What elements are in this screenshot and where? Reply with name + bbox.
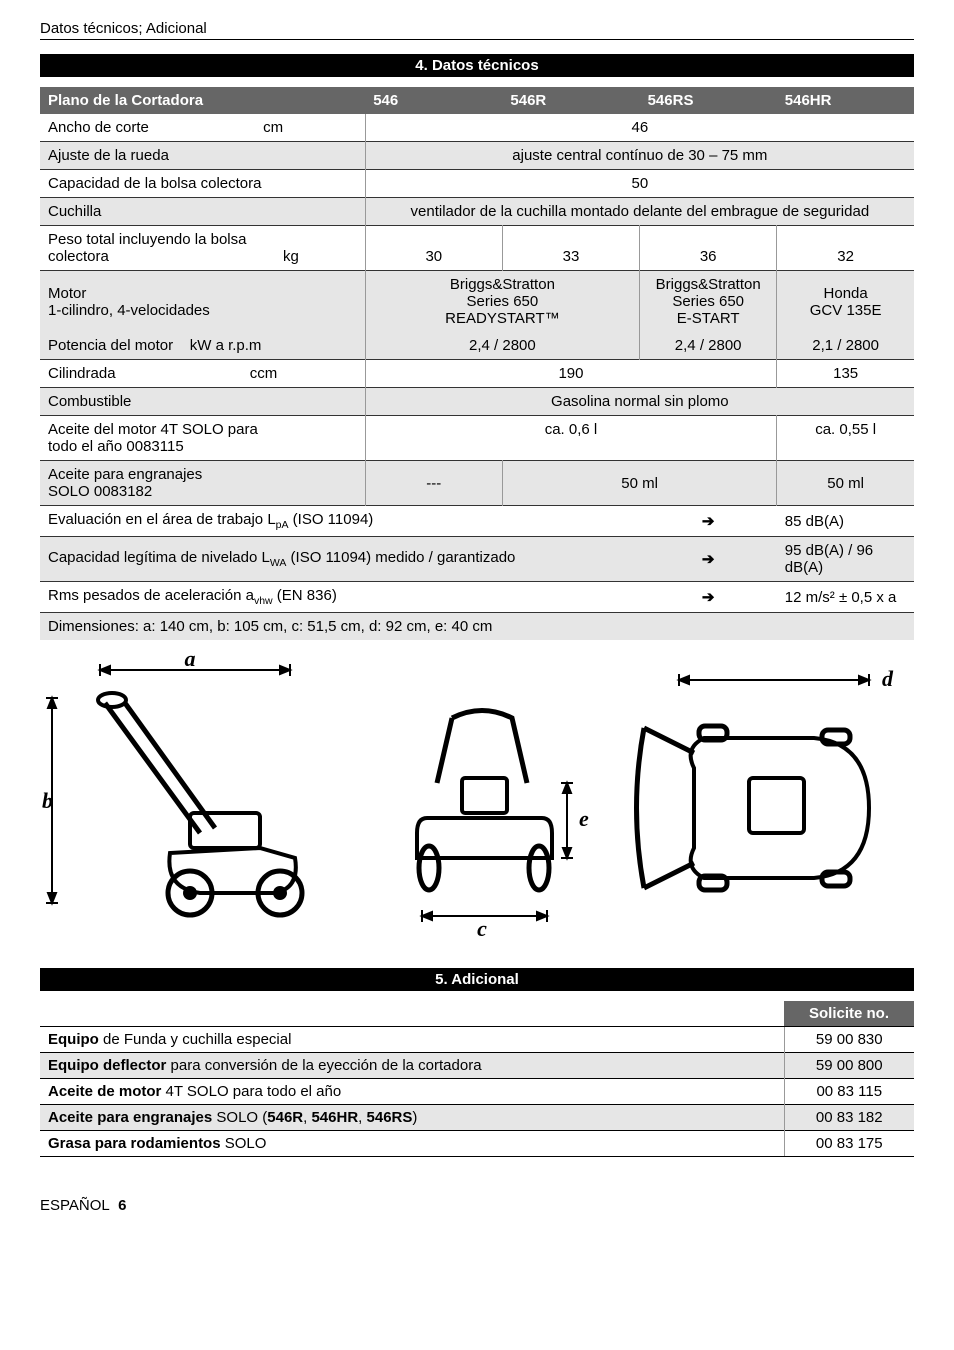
- table-row: Cuchilla ventilador de la cuchilla monta…: [40, 198, 914, 226]
- part-number: 59 00 800: [784, 1053, 914, 1079]
- cell: 12 m/s² ± 0,5 x a: [777, 582, 914, 613]
- part-number: 59 00 830: [784, 1027, 914, 1053]
- row-label-line2: SOLO 0083182: [48, 483, 357, 500]
- row-value: ajuste central contínuo de 30 – 75 mm: [365, 142, 914, 170]
- row-label: Combustible: [40, 388, 365, 416]
- arrow-icon: ➔: [640, 582, 777, 613]
- diagram-mower-top: d: [624, 658, 914, 938]
- cell: Briggs&Stratton Series 650 E-START: [640, 271, 777, 333]
- table-row: Cilindrada ccm 190 135: [40, 360, 914, 388]
- row-label: Rms pesados de aceleración avhw (EN 836): [40, 582, 640, 613]
- spec-table: Plano de la Cortadora 546 546R 546RS 546…: [40, 87, 914, 640]
- cell: ca. 0,55 l: [777, 416, 914, 461]
- arrow-icon: ➔: [640, 506, 777, 537]
- cell: 95 dB(A) / 96 dB(A): [777, 537, 914, 582]
- cell: 33: [502, 226, 639, 271]
- row-label-line2: todo el año 0083115: [48, 438, 357, 455]
- cell: 50 ml: [777, 461, 914, 506]
- row-label-line2: colectora: [48, 248, 109, 265]
- row-label-line2: 1-cilindro, 4-velocidades: [48, 302, 357, 319]
- diagram-mower-side: a b: [40, 658, 340, 938]
- table-row: Capacidad de la bolsa colectora 50: [40, 170, 914, 198]
- cell: Briggs&Stratton Series 650 READYSTART™: [365, 271, 639, 333]
- row-label: Capacidad legítima de nivelado LWA (ISO …: [40, 537, 640, 582]
- table-row: Potencia del motor kW a r.p.m 2,4 / 2800…: [40, 332, 914, 360]
- dim-label-e: e: [579, 806, 589, 831]
- cell: 32: [777, 226, 914, 271]
- row-label: Ajuste de la rueda: [40, 142, 365, 170]
- model-col-546: 546: [365, 87, 502, 114]
- dim-label-d: d: [882, 666, 894, 691]
- table-row: Capacidad legítima de nivelado LWA (ISO …: [40, 537, 914, 582]
- table-row: Motor 1-cilindro, 4-velocidades Briggs&S…: [40, 271, 914, 333]
- parts-header-row: Solicite no.: [40, 1001, 914, 1027]
- table-row: Grasa para rodamientos SOLO 00 83 175: [40, 1131, 914, 1157]
- section-4-title: 4. Datos técnicos: [40, 54, 914, 77]
- cell: 30: [365, 226, 502, 271]
- row-value: ventilador de la cuchilla montado delant…: [365, 198, 914, 226]
- row-unit: ccm: [250, 365, 278, 382]
- parts-header-col: Solicite no.: [784, 1001, 914, 1027]
- cell: 2,1 / 2800: [777, 332, 914, 360]
- part-number: 00 83 115: [784, 1079, 914, 1105]
- dimension-diagrams: a b e c: [40, 658, 914, 948]
- model-col-546hr: 546HR: [777, 87, 914, 114]
- arrow-icon: ➔: [640, 537, 777, 582]
- row-value: 50: [365, 170, 914, 198]
- table-row: Aceite para engranajes SOLO 0083182 --- …: [40, 461, 914, 506]
- page-footer: ESPAÑOL 6: [40, 1197, 914, 1214]
- row-label: Capacidad de la bolsa colectora: [40, 170, 365, 198]
- cell: 190: [365, 360, 777, 388]
- row-label: Cilindrada: [48, 365, 116, 382]
- row-unit: cm: [263, 119, 283, 136]
- table-row: Aceite del motor 4T SOLO para todo el añ…: [40, 416, 914, 461]
- header-label: Plano de la Cortadora: [40, 87, 365, 114]
- cell: 36: [640, 226, 777, 271]
- part-number: 00 83 175: [784, 1131, 914, 1157]
- parts-table: Solicite no. Equipo de Funda y cuchilla …: [40, 1001, 914, 1157]
- row-label-line1: Peso total incluyendo la bolsa: [48, 231, 357, 248]
- table-row: Rms pesados de aceleración avhw (EN 836)…: [40, 582, 914, 613]
- row-unit: kg: [283, 248, 299, 265]
- row-label: Evaluación en el área de trabajo LpA (IS…: [40, 506, 640, 537]
- cell: ca. 0,6 l: [365, 416, 777, 461]
- cell: ---: [365, 461, 502, 506]
- table-header-row: Plano de la Cortadora 546 546R 546RS 546…: [40, 87, 914, 114]
- row-label-line1: Aceite del motor 4T SOLO para: [48, 421, 357, 438]
- table-row: Peso total incluyendo la bolsa colectora…: [40, 226, 914, 271]
- row-value: 46: [365, 114, 914, 142]
- dim-label-b: b: [42, 788, 53, 813]
- cell: 85 dB(A): [777, 506, 914, 537]
- row-value: Gasolina normal sin plomo: [365, 388, 914, 416]
- cell: 2,4 / 2800: [640, 332, 777, 360]
- row-label-line1: Aceite para engranajes: [48, 466, 357, 483]
- table-row: Dimensiones: a: 140 cm, b: 105 cm, c: 51…: [40, 613, 914, 641]
- diagram-mower-front: e c: [367, 658, 597, 938]
- dim-label-c: c: [477, 916, 487, 941]
- table-row: Equipo deflector para conversión de la e…: [40, 1053, 914, 1079]
- row-label-line1: Motor: [48, 285, 357, 302]
- cell: 135: [777, 360, 914, 388]
- table-row: Combustible Gasolina normal sin plomo: [40, 388, 914, 416]
- table-row: Ajuste de la rueda ajuste central contín…: [40, 142, 914, 170]
- cell: 50 ml: [502, 461, 776, 506]
- row-label: Ancho de corte: [48, 119, 149, 136]
- cell: 2,4 / 2800: [365, 332, 639, 360]
- part-number: 00 83 182: [784, 1105, 914, 1131]
- page-top-heading: Datos técnicos; Adicional: [40, 20, 914, 40]
- cell: Honda GCV 135E: [777, 271, 914, 333]
- table-row: Aceite para engranajes SOLO (546R, 546HR…: [40, 1105, 914, 1131]
- table-row: Ancho de corte cm 46: [40, 114, 914, 142]
- model-col-546r: 546R: [502, 87, 639, 114]
- row-label: Potencia del motor: [48, 337, 173, 354]
- section-5-title: 5. Adicional: [40, 968, 914, 991]
- table-row: Equipo de Funda y cuchilla especial 59 0…: [40, 1027, 914, 1053]
- row-unit: kW a r.p.m: [190, 337, 262, 354]
- model-col-546rs: 546RS: [640, 87, 777, 114]
- dim-label-a: a: [185, 646, 196, 671]
- row-label: Dimensiones: a: 140 cm, b: 105 cm, c: 51…: [40, 613, 914, 641]
- table-row: Aceite de motor 4T SOLO para todo el año…: [40, 1079, 914, 1105]
- row-label: Cuchilla: [40, 198, 365, 226]
- table-row: Evaluación en el área de trabajo LpA (IS…: [40, 506, 914, 537]
